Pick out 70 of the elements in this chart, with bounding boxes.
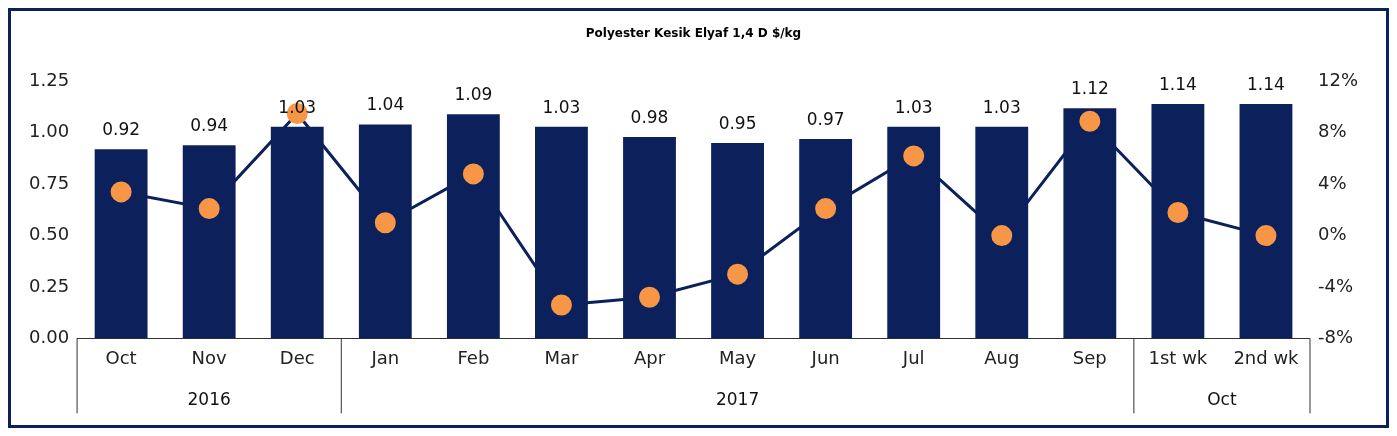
x-tick-label: 2nd wk [1233, 346, 1300, 368]
data-label: 0.98 [630, 106, 669, 127]
x-tick-label: 1st wk [1148, 346, 1208, 368]
bar [711, 143, 764, 339]
x-tick-label: Jul [901, 346, 925, 368]
point [1255, 225, 1277, 247]
text: 2016 [187, 388, 231, 409]
y2-tick-label: 4% [1317, 171, 1347, 193]
bar [1151, 104, 1205, 339]
y2-tick-label: 12% [1317, 69, 1359, 91]
point [110, 181, 132, 203]
point [727, 263, 749, 285]
data-label: 1.03 [542, 96, 581, 117]
bar [1063, 108, 1117, 339]
point [1079, 110, 1101, 132]
data-label: 1.14 [1158, 73, 1197, 94]
x-tick-label: Feb [457, 346, 490, 368]
x-tick-label: Mar [544, 346, 580, 368]
bar [535, 126, 588, 339]
point [1167, 201, 1189, 223]
point [639, 286, 660, 308]
data-label: 0.97 [806, 108, 845, 129]
x-tick-label: Oct [105, 346, 137, 368]
bar [358, 124, 412, 339]
y2-tick-label: 0% [1317, 223, 1347, 245]
x-tick-label: Sep [1072, 346, 1107, 368]
x-tick-label: Nov [191, 346, 228, 368]
text: 2017 [715, 388, 760, 409]
y-tick-label: 0.00 [29, 326, 70, 348]
x-tick-label: May [718, 346, 757, 368]
bar [975, 126, 1029, 339]
y-tick-label: 0.25 [29, 274, 70, 296]
x-tick-label: Aug [984, 346, 1020, 368]
y-tick-label: 0.75 [29, 171, 70, 193]
bar [887, 126, 941, 339]
point [550, 294, 572, 316]
x-tick-label: Jun [810, 346, 840, 368]
x-tick-label: Jan [370, 346, 400, 368]
data-label: 1.04 [366, 94, 405, 115]
y2-tick-label: -4% [1317, 274, 1354, 296]
data-label: 1.09 [454, 84, 493, 105]
point [462, 163, 484, 185]
chart-title: Polyester Kesik Elyaf 1,4 D $/kg [585, 26, 802, 41]
y-tick-label: 1.25 [29, 69, 70, 91]
text: Oct [1207, 388, 1237, 409]
point [374, 212, 396, 234]
bar [623, 136, 676, 339]
data-label: 1.03 [894, 96, 933, 117]
y-tick-label: 1.00 [29, 120, 70, 142]
data-label: 0.95 [718, 113, 757, 133]
data-label: 1.14 [1247, 73, 1285, 94]
bar [799, 138, 853, 339]
bar [94, 149, 148, 339]
x-tick-label: Apr [633, 346, 666, 368]
bar [182, 145, 236, 339]
bar [446, 114, 500, 339]
point [815, 198, 837, 220]
y2-tick-label: 8% [1317, 120, 1347, 142]
data-label: 0.92 [102, 119, 141, 140]
data-label: 1.12 [1070, 78, 1109, 99]
y2-tick-label: -8% [1317, 326, 1354, 348]
point [198, 198, 220, 220]
x-tick-label: Dec [279, 346, 315, 368]
data-label: 1.03 [982, 96, 1021, 117]
data-label: 0.94 [190, 115, 229, 136]
point [903, 145, 925, 167]
bar [270, 126, 324, 339]
bar [1239, 104, 1293, 339]
point [991, 225, 1013, 247]
y-tick-label: 0.50 [29, 223, 70, 245]
